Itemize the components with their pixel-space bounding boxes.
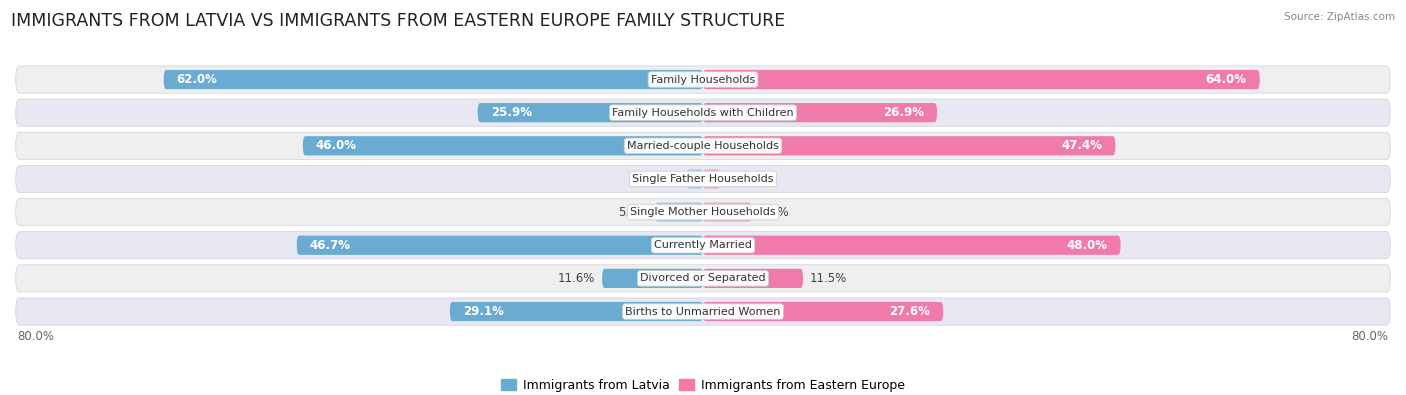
FancyBboxPatch shape — [15, 99, 1391, 126]
FancyBboxPatch shape — [686, 169, 703, 188]
Text: Currently Married: Currently Married — [654, 240, 752, 250]
FancyBboxPatch shape — [478, 103, 703, 122]
FancyBboxPatch shape — [15, 66, 1391, 93]
FancyBboxPatch shape — [703, 70, 1260, 89]
Text: 11.6%: 11.6% — [558, 272, 595, 285]
FancyBboxPatch shape — [15, 132, 1391, 160]
FancyBboxPatch shape — [703, 136, 1115, 155]
Text: 29.1%: 29.1% — [463, 305, 503, 318]
Text: Source: ZipAtlas.com: Source: ZipAtlas.com — [1284, 12, 1395, 22]
FancyBboxPatch shape — [703, 103, 936, 122]
Text: 80.0%: 80.0% — [1351, 330, 1389, 343]
Text: 25.9%: 25.9% — [491, 106, 531, 119]
Text: Divorced or Separated: Divorced or Separated — [640, 273, 766, 283]
Text: 47.4%: 47.4% — [1062, 139, 1102, 152]
Text: Single Mother Households: Single Mother Households — [630, 207, 776, 217]
Text: 64.0%: 64.0% — [1206, 73, 1247, 86]
Text: 46.0%: 46.0% — [316, 139, 357, 152]
FancyBboxPatch shape — [450, 302, 703, 321]
Text: Married-couple Households: Married-couple Households — [627, 141, 779, 151]
FancyBboxPatch shape — [302, 136, 703, 155]
FancyBboxPatch shape — [297, 236, 703, 255]
Text: 11.5%: 11.5% — [810, 272, 848, 285]
Text: 2.0%: 2.0% — [727, 173, 756, 186]
Text: 80.0%: 80.0% — [17, 330, 55, 343]
FancyBboxPatch shape — [163, 70, 703, 89]
Text: 5.6%: 5.6% — [759, 205, 789, 218]
FancyBboxPatch shape — [15, 298, 1391, 325]
Text: Family Households: Family Households — [651, 75, 755, 85]
Text: 27.6%: 27.6% — [889, 305, 929, 318]
FancyBboxPatch shape — [703, 169, 720, 188]
Text: 46.7%: 46.7% — [309, 239, 350, 252]
FancyBboxPatch shape — [15, 199, 1391, 226]
Text: 1.9%: 1.9% — [650, 173, 679, 186]
Text: Family Households with Children: Family Households with Children — [612, 108, 794, 118]
Legend: Immigrants from Latvia, Immigrants from Eastern Europe: Immigrants from Latvia, Immigrants from … — [496, 374, 910, 395]
FancyBboxPatch shape — [15, 231, 1391, 259]
Text: Single Father Households: Single Father Households — [633, 174, 773, 184]
Text: 48.0%: 48.0% — [1067, 239, 1108, 252]
Text: IMMIGRANTS FROM LATVIA VS IMMIGRANTS FROM EASTERN EUROPE FAMILY STRUCTURE: IMMIGRANTS FROM LATVIA VS IMMIGRANTS FRO… — [11, 12, 786, 30]
Text: Births to Unmarried Women: Births to Unmarried Women — [626, 307, 780, 316]
Text: 5.5%: 5.5% — [619, 205, 648, 218]
FancyBboxPatch shape — [655, 203, 703, 222]
FancyBboxPatch shape — [703, 203, 752, 222]
FancyBboxPatch shape — [703, 236, 1121, 255]
Text: 26.9%: 26.9% — [883, 106, 924, 119]
FancyBboxPatch shape — [15, 166, 1391, 192]
FancyBboxPatch shape — [602, 269, 703, 288]
FancyBboxPatch shape — [15, 265, 1391, 292]
FancyBboxPatch shape — [703, 269, 803, 288]
Text: 62.0%: 62.0% — [177, 73, 218, 86]
FancyBboxPatch shape — [703, 302, 943, 321]
